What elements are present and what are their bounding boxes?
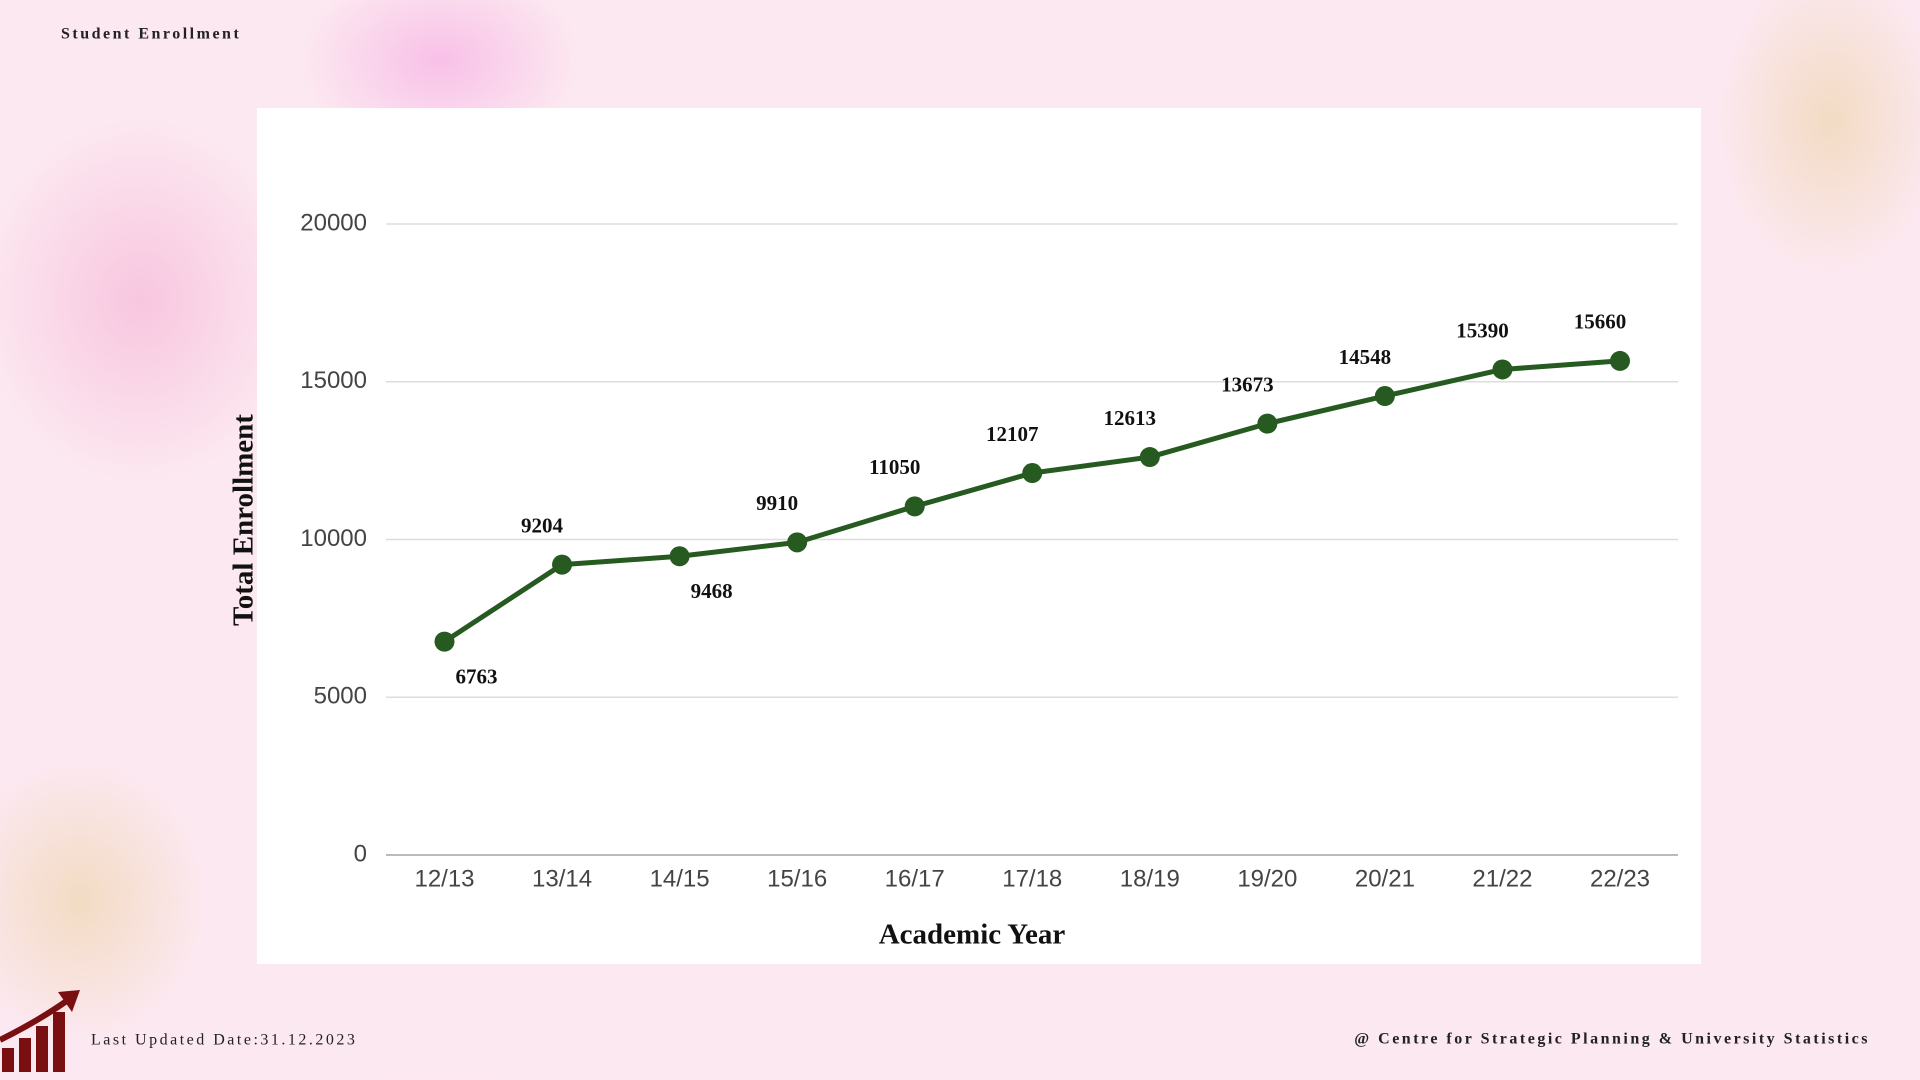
y-tick-label: 5000 xyxy=(314,683,367,710)
x-tick-label: 13/14 xyxy=(532,865,592,892)
data-label: 15660 xyxy=(1574,310,1627,334)
logo xyxy=(0,990,80,1072)
last-updated: Last Updated Date:31.12.2023 xyxy=(91,1032,357,1049)
x-tick-label: 19/20 xyxy=(1237,865,1297,892)
x-tick-label: 17/18 xyxy=(1002,865,1062,892)
x-tick-label: 15/16 xyxy=(767,865,827,892)
marker xyxy=(1610,350,1630,371)
data-label: 12107 xyxy=(986,422,1039,446)
x-tick-label: 12/13 xyxy=(414,865,474,892)
marker xyxy=(1374,386,1395,407)
marker xyxy=(787,532,808,553)
marker xyxy=(1139,447,1160,468)
data-label: 14548 xyxy=(1339,345,1392,369)
data-label: 15390 xyxy=(1456,318,1509,342)
data-label: 9468 xyxy=(691,579,733,603)
page-title: Student Enrollment xyxy=(61,26,241,43)
y-axis-title: Total Enrollment xyxy=(228,414,260,626)
x-tick-label: 22/23 xyxy=(1590,865,1650,892)
x-axis-title: Academic Year xyxy=(879,919,1066,951)
marker xyxy=(1022,463,1043,484)
x-tick-label: 14/15 xyxy=(650,865,710,892)
chart-panel xyxy=(257,108,1701,964)
marker xyxy=(1492,359,1513,380)
x-tick-label: 20/21 xyxy=(1355,865,1415,892)
credit: @ Centre for Strategic Planning & Univer… xyxy=(1354,1031,1870,1048)
y-tick-label: 20000 xyxy=(300,209,367,236)
marker xyxy=(904,496,925,517)
x-tick-label: 16/17 xyxy=(885,865,945,892)
data-label: 9204 xyxy=(521,513,564,537)
data-label: 11050 xyxy=(869,455,920,479)
marker xyxy=(1257,413,1278,434)
marker xyxy=(669,546,690,567)
x-tick-label: 21/22 xyxy=(1472,865,1532,892)
data-label: 6763 xyxy=(456,664,498,688)
x-tick-label: 18/19 xyxy=(1120,865,1180,892)
data-label: 13673 xyxy=(1221,372,1274,396)
y-tick-label: 10000 xyxy=(300,525,367,552)
marker xyxy=(552,554,573,575)
marker xyxy=(434,631,455,652)
data-label: 12613 xyxy=(1104,406,1157,430)
y-tick-label: 0 xyxy=(354,840,367,867)
data-label: 9910 xyxy=(756,491,798,515)
y-tick-label: 15000 xyxy=(300,367,367,394)
